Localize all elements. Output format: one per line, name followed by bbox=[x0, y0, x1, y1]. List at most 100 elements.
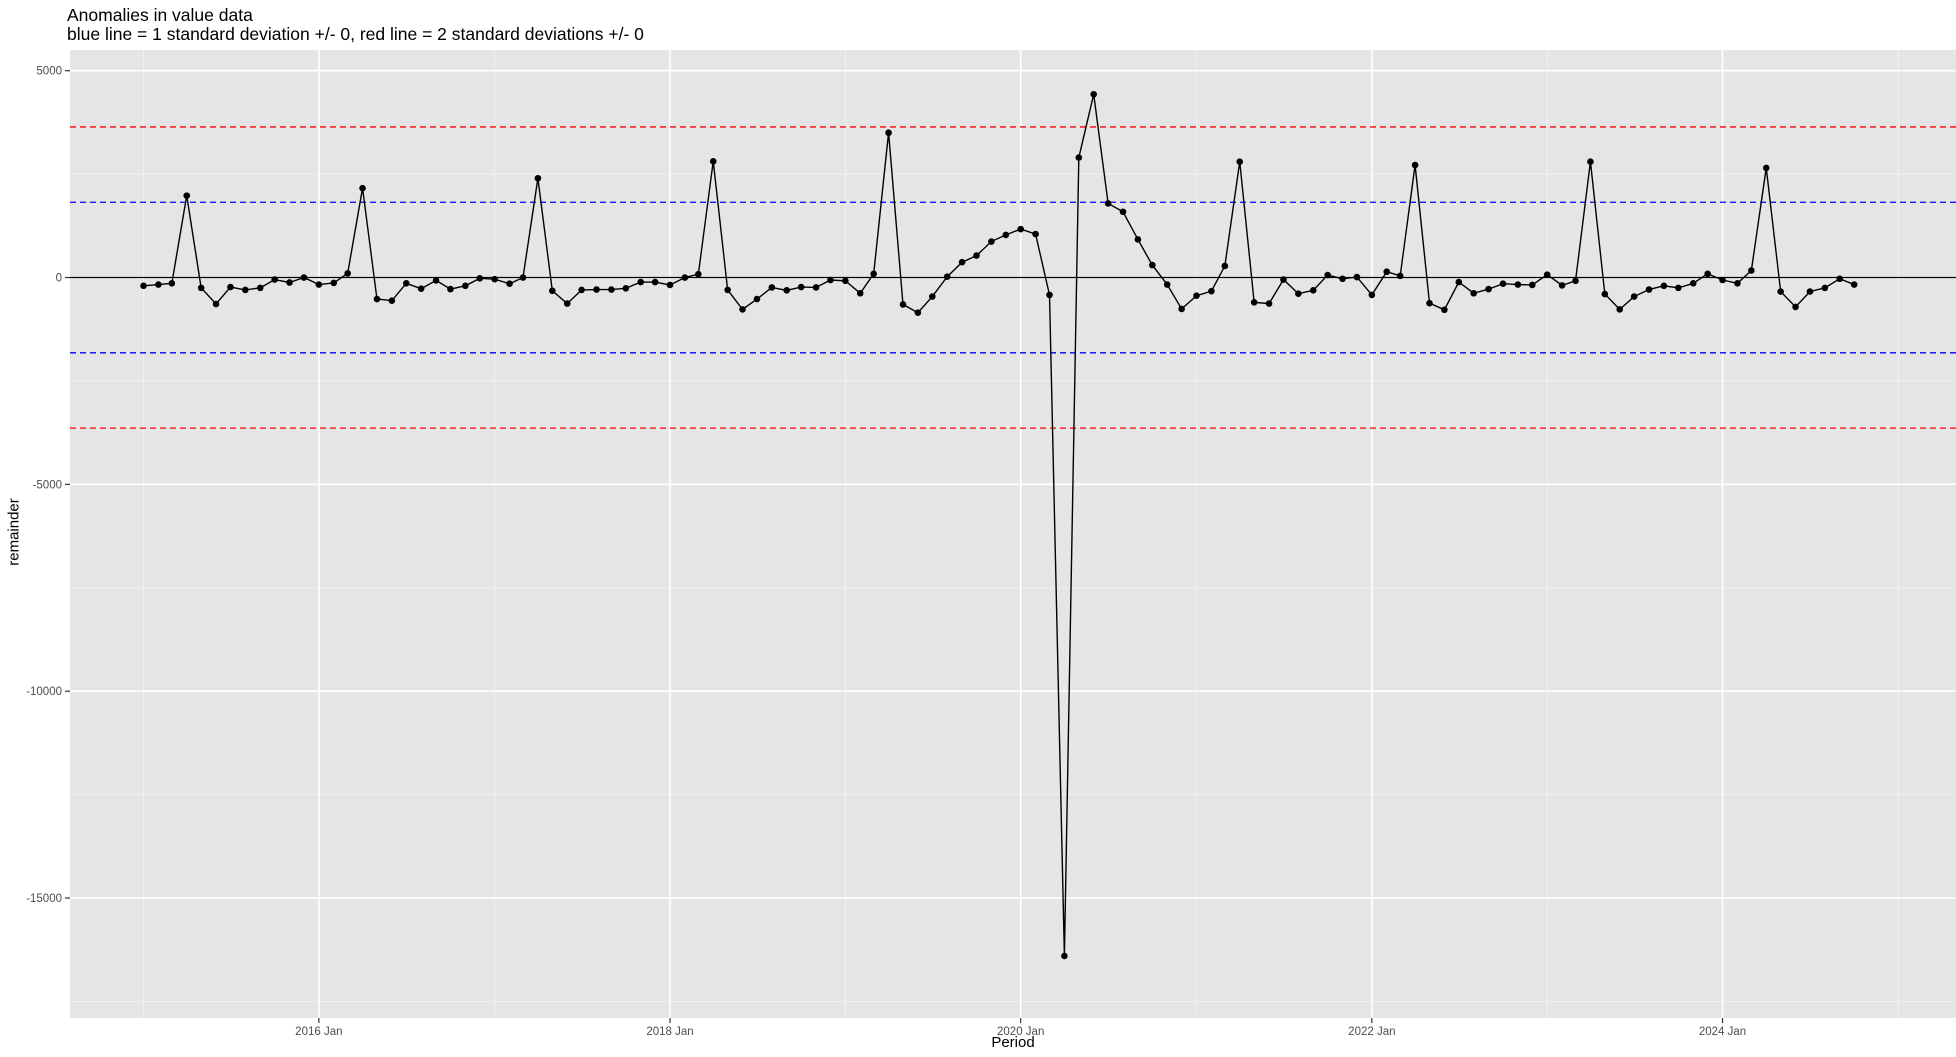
data-point bbox=[534, 174, 542, 182]
data-point bbox=[1836, 275, 1844, 283]
x-tick-label: 2016 Jan bbox=[295, 1026, 342, 1038]
data-point bbox=[506, 280, 513, 288]
data-point bbox=[1309, 287, 1317, 294]
data-point bbox=[1762, 164, 1770, 172]
data-point bbox=[1558, 282, 1566, 289]
data-point bbox=[885, 129, 892, 137]
data-point bbox=[1528, 281, 1536, 289]
data-point bbox=[695, 270, 702, 278]
data-point bbox=[447, 285, 454, 293]
data-point bbox=[271, 276, 278, 283]
data-point bbox=[1645, 286, 1653, 293]
data-point bbox=[1411, 161, 1419, 169]
data-point bbox=[1221, 262, 1229, 270]
data-point bbox=[417, 285, 425, 292]
series-line bbox=[143, 94, 1855, 956]
data-point bbox=[1280, 276, 1287, 283]
data-point bbox=[183, 192, 191, 199]
data-point bbox=[739, 306, 746, 313]
data-point bbox=[1734, 280, 1741, 287]
data-point bbox=[1792, 303, 1799, 311]
data-point bbox=[1046, 291, 1053, 299]
data-point bbox=[1601, 290, 1609, 298]
data-point bbox=[1630, 293, 1638, 300]
x-axis-title: Period bbox=[991, 1034, 1035, 1051]
y-tick-label: -10000 bbox=[26, 686, 62, 698]
data-point bbox=[943, 273, 951, 280]
data-point bbox=[1295, 290, 1302, 297]
data-point bbox=[300, 274, 308, 281]
data-point bbox=[1032, 230, 1039, 238]
y-tick-label: -15000 bbox=[26, 893, 62, 905]
data-point bbox=[1250, 299, 1258, 306]
data-point bbox=[608, 286, 615, 293]
data-point bbox=[1104, 200, 1112, 207]
data-point bbox=[681, 274, 689, 281]
y-tick-label: 0 bbox=[56, 273, 62, 285]
chart-subtitle: blue line = 1 standard deviation +/- 0, … bbox=[67, 24, 644, 44]
data-point bbox=[928, 293, 936, 300]
data-point bbox=[783, 287, 791, 294]
data-point bbox=[315, 281, 323, 288]
data-point bbox=[1090, 90, 1098, 98]
data-point bbox=[1383, 268, 1391, 276]
data-point bbox=[155, 281, 162, 288]
data-point bbox=[899, 301, 907, 308]
data-point bbox=[856, 289, 864, 297]
data-point bbox=[1704, 270, 1711, 278]
data-point bbox=[973, 252, 980, 259]
chart-title: Anomalies in value data bbox=[67, 5, 253, 25]
data-point bbox=[1265, 300, 1273, 307]
data-point bbox=[359, 184, 366, 192]
x-tick-label: 2018 Jan bbox=[646, 1026, 693, 1038]
data-point bbox=[1193, 292, 1200, 300]
data-point bbox=[1339, 275, 1346, 283]
data-point bbox=[1119, 208, 1127, 216]
data-point bbox=[1485, 285, 1492, 293]
data-point bbox=[870, 270, 877, 278]
x-tick-label: 2024 Jan bbox=[1699, 1026, 1746, 1038]
data-point bbox=[549, 287, 556, 295]
data-point bbox=[1134, 236, 1142, 243]
data-point bbox=[988, 238, 995, 245]
data-point bbox=[1455, 278, 1463, 286]
data-point bbox=[1689, 280, 1697, 287]
data-point bbox=[476, 275, 484, 282]
data-point bbox=[651, 278, 659, 286]
data-point bbox=[1587, 158, 1594, 165]
data-point bbox=[491, 275, 498, 283]
data-point bbox=[666, 281, 674, 289]
data-point bbox=[1821, 284, 1829, 292]
y-tick-label: 5000 bbox=[36, 66, 62, 78]
data-point bbox=[197, 284, 205, 292]
x-tick-label: 2022 Jan bbox=[1348, 1026, 1395, 1038]
data-point bbox=[1499, 280, 1507, 288]
data-point bbox=[330, 279, 338, 287]
data-point bbox=[1426, 299, 1433, 307]
data-point bbox=[1850, 281, 1858, 288]
data-point bbox=[388, 297, 396, 304]
data-point bbox=[637, 278, 644, 286]
data-point bbox=[1236, 158, 1244, 165]
data-point bbox=[842, 277, 849, 285]
data-point bbox=[1061, 952, 1068, 960]
data-point bbox=[1470, 289, 1477, 297]
data-point bbox=[622, 284, 630, 292]
data-point bbox=[914, 309, 922, 316]
data-point bbox=[724, 286, 731, 294]
data-point bbox=[1017, 225, 1024, 233]
data-point bbox=[1719, 276, 1726, 284]
data-point bbox=[563, 300, 571, 307]
data-point bbox=[1208, 287, 1215, 295]
data-point bbox=[797, 283, 805, 291]
data-point bbox=[1368, 291, 1376, 299]
x-tick-label: 2020 Jan bbox=[997, 1026, 1044, 1038]
data-point bbox=[462, 282, 469, 290]
data-point bbox=[768, 284, 776, 291]
data-point bbox=[753, 295, 761, 303]
data-point bbox=[1543, 271, 1551, 278]
data-point bbox=[1396, 272, 1404, 280]
y-axis-title: remainder bbox=[5, 498, 23, 566]
plot-panel bbox=[70, 50, 1956, 1018]
data-point bbox=[1324, 271, 1331, 279]
